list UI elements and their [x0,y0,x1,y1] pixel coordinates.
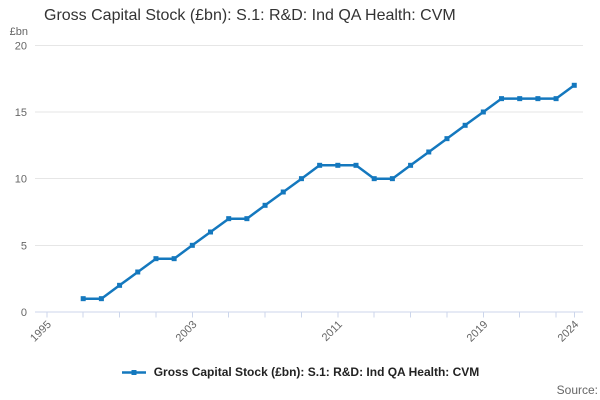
data-point[interactable] [371,176,377,182]
data-point[interactable] [408,162,414,168]
data-point[interactable] [280,189,286,195]
data-point[interactable] [117,282,123,288]
y-axis-tick-label: 5 [21,240,27,252]
y-axis-unit-label: £bn [9,26,28,38]
x-axis-tick-label: 2003 [174,319,200,345]
data-point[interactable] [153,256,159,262]
y-axis-tick-label: 0 [21,307,27,319]
x-axis-tick-label: 2019 [465,319,491,345]
data-point[interactable] [553,96,559,102]
data-series-line [81,84,576,300]
x-axis-tick-label: 2011 [320,319,345,344]
data-point[interactable] [226,216,232,222]
data-point[interactable] [517,96,523,102]
data-point[interactable] [426,149,432,155]
source-label: Source: [556,383,598,397]
data-point[interactable] [571,82,577,88]
legend-marker [131,369,137,375]
data-point[interactable] [208,229,214,235]
y-axis-tick-label: 15 [15,107,27,119]
plot-area: 0 5 10 15 20 1995 2003 2011 2019 2024 [15,40,583,345]
data-point[interactable] [171,256,177,262]
data-point[interactable] [462,122,468,128]
data-point[interactable] [535,96,541,102]
data-point[interactable] [389,176,395,182]
data-point[interactable] [353,162,359,168]
data-point[interactable] [298,176,304,182]
data-point[interactable] [135,269,141,275]
data-point[interactable] [262,202,268,208]
legend-label: Gross Capital Stock (£bn): S.1: R&D: Ind… [153,365,480,379]
x-axis-tick-label: 1995 [28,319,54,345]
legend-line-icon [121,369,146,375]
data-point[interactable] [317,162,323,168]
data-point[interactable] [80,296,86,302]
y-axis-tick-label: 10 [15,174,27,186]
chart-title: Gross Capital Stock (£bn): S.1: R&D: Ind… [44,7,456,24]
y-axis-tick-label: 20 [15,40,27,52]
data-point[interactable] [480,109,486,115]
data-point[interactable] [244,216,250,222]
data-point[interactable] [499,96,505,102]
legend[interactable]: Gross Capital Stock (£bn): S.1: R&D: Ind… [0,365,600,379]
data-point[interactable] [335,162,341,168]
data-point[interactable] [189,242,195,248]
data-point[interactable] [98,296,104,302]
data-point[interactable] [444,136,450,142]
x-axis-tick-label: 2024 [556,319,582,345]
